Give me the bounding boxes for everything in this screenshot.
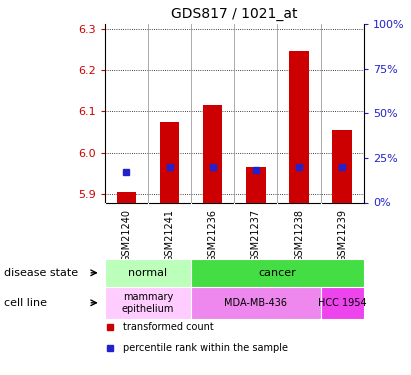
Bar bbox=[321, 287, 364, 319]
Text: mammary
epithelium: mammary epithelium bbox=[122, 292, 174, 314]
Text: percentile rank within the sample: percentile rank within the sample bbox=[123, 343, 288, 353]
Bar bbox=[203, 105, 222, 202]
Bar bbox=[191, 287, 321, 319]
Bar bbox=[160, 122, 179, 202]
Text: transformed count: transformed count bbox=[123, 322, 214, 332]
Text: GSM21237: GSM21237 bbox=[251, 209, 261, 262]
Text: normal: normal bbox=[128, 268, 168, 278]
Text: HCC 1954: HCC 1954 bbox=[318, 298, 367, 308]
Bar bbox=[191, 259, 364, 287]
Bar bbox=[105, 287, 191, 319]
Text: GSM21238: GSM21238 bbox=[294, 209, 304, 262]
Bar bbox=[105, 259, 191, 287]
Text: cell line: cell line bbox=[4, 298, 47, 308]
Text: GSM21241: GSM21241 bbox=[164, 209, 175, 262]
Text: GSM21240: GSM21240 bbox=[121, 209, 132, 262]
Bar bbox=[246, 167, 266, 202]
Title: GDS817 / 1021_at: GDS817 / 1021_at bbox=[171, 7, 298, 21]
Text: GSM21239: GSM21239 bbox=[337, 209, 347, 262]
Text: GSM21236: GSM21236 bbox=[208, 209, 218, 262]
Text: disease state: disease state bbox=[4, 268, 78, 278]
Text: MDA-MB-436: MDA-MB-436 bbox=[224, 298, 287, 308]
Bar bbox=[332, 130, 352, 203]
Bar bbox=[289, 51, 309, 202]
Bar bbox=[117, 192, 136, 202]
Text: cancer: cancer bbox=[259, 268, 296, 278]
